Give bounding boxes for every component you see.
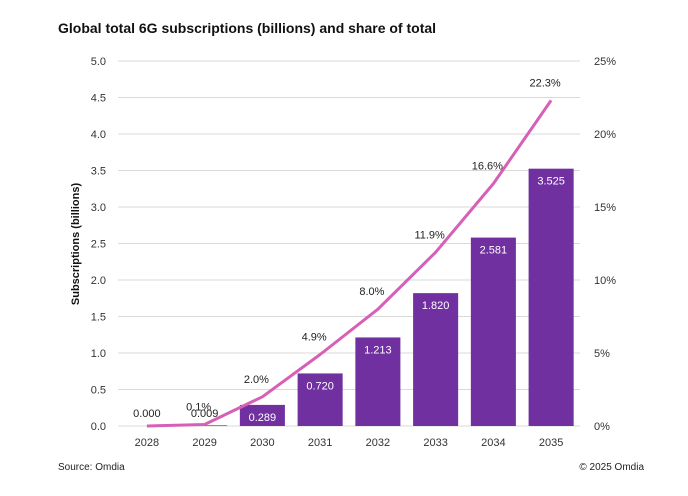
y-tick-label: 3.5 [91, 166, 106, 178]
x-tick-label: 2035 [539, 437, 563, 449]
x-tick-label: 2033 [423, 437, 447, 449]
bar-data-labels: 0.000 0.009 0.289 0.720 1.213 1.820 2.581 3.525 [133, 176, 565, 424]
bar-value-label: 0.009 [191, 408, 219, 420]
y-tick-label: 3.0 [91, 202, 106, 214]
copyright-note: © 2025 Omdia [579, 462, 644, 473]
share-value-label: 11.9% [414, 229, 445, 241]
share-value-label: 4.9% [302, 331, 327, 343]
x-tick-label: 2029 [192, 437, 216, 449]
y2-tick-label: 10% [594, 275, 616, 287]
bar-value-label: 0.720 [306, 380, 334, 392]
y2-tick-label: 15% [594, 202, 616, 214]
bar-series [182, 168, 574, 427]
y-tick-label: 0.5 [91, 385, 106, 397]
share-value-label: 2.0% [244, 374, 269, 386]
chart-title: Global total 6G subscriptions (billions)… [58, 20, 437, 36]
x-tick-label: 2034 [481, 437, 505, 449]
share-value-label: 8.0% [359, 286, 384, 298]
y2-tick-label: 20% [594, 129, 616, 141]
bar-value-label: 0.000 [133, 408, 161, 420]
x-axis-ticks: 2028 2029 2030 2031 2032 2033 2034 2035 [135, 437, 564, 449]
x-tick-label: 2032 [366, 437, 390, 449]
bar [528, 168, 574, 427]
y-tick-label: 2.0 [91, 275, 106, 287]
y-tick-label: 2.5 [91, 239, 106, 251]
y2-tick-label: 5% [594, 348, 610, 360]
share-value-label: 16.6% [472, 161, 503, 173]
bar [413, 293, 459, 426]
bar [239, 404, 285, 426]
y-tick-label: 1.0 [91, 348, 106, 360]
x-tick-label: 2028 [135, 437, 159, 449]
share-data-labels: 0.1% 2.0% 4.9% 8.0% 11.9% 16.6% 22.3% [186, 77, 561, 413]
y2-tick-label: 25% [594, 56, 616, 68]
bar-value-label: 0.289 [249, 412, 277, 424]
share-value-label: 22.3% [530, 77, 561, 89]
x-tick-label: 2031 [308, 437, 332, 449]
y2-tick-label: 0% [594, 421, 610, 433]
left-axis-ticks: 0.0 0.5 1.0 1.5 2.0 2.5 3.0 3.5 4.0 4.5 5.0 [91, 56, 106, 433]
y-tick-label: 0.0 [91, 421, 106, 433]
bar-value-label: 2.581 [480, 245, 508, 257]
share-value-label: 0.1% [186, 402, 211, 414]
bar [470, 237, 516, 426]
share-line [146, 99, 553, 428]
source-note: Source: Omdia [58, 462, 125, 473]
bar [355, 337, 401, 426]
y-tick-label: 1.5 [91, 312, 106, 324]
right-axis-ticks: 0% 5% 10% 15% 20% 25% [594, 56, 616, 433]
y-axis-label: Subscriptions (billions) [70, 183, 82, 306]
bar-value-label: 1.213 [364, 344, 392, 356]
y-tick-label: 4.5 [91, 93, 106, 105]
y-tick-label: 5.0 [91, 56, 106, 68]
bar-value-label: 1.820 [422, 300, 450, 312]
x-tick-label: 2030 [250, 437, 274, 449]
bar [297, 373, 343, 426]
y-tick-label: 4.0 [91, 129, 106, 141]
bar-value-label: 3.525 [537, 176, 565, 188]
